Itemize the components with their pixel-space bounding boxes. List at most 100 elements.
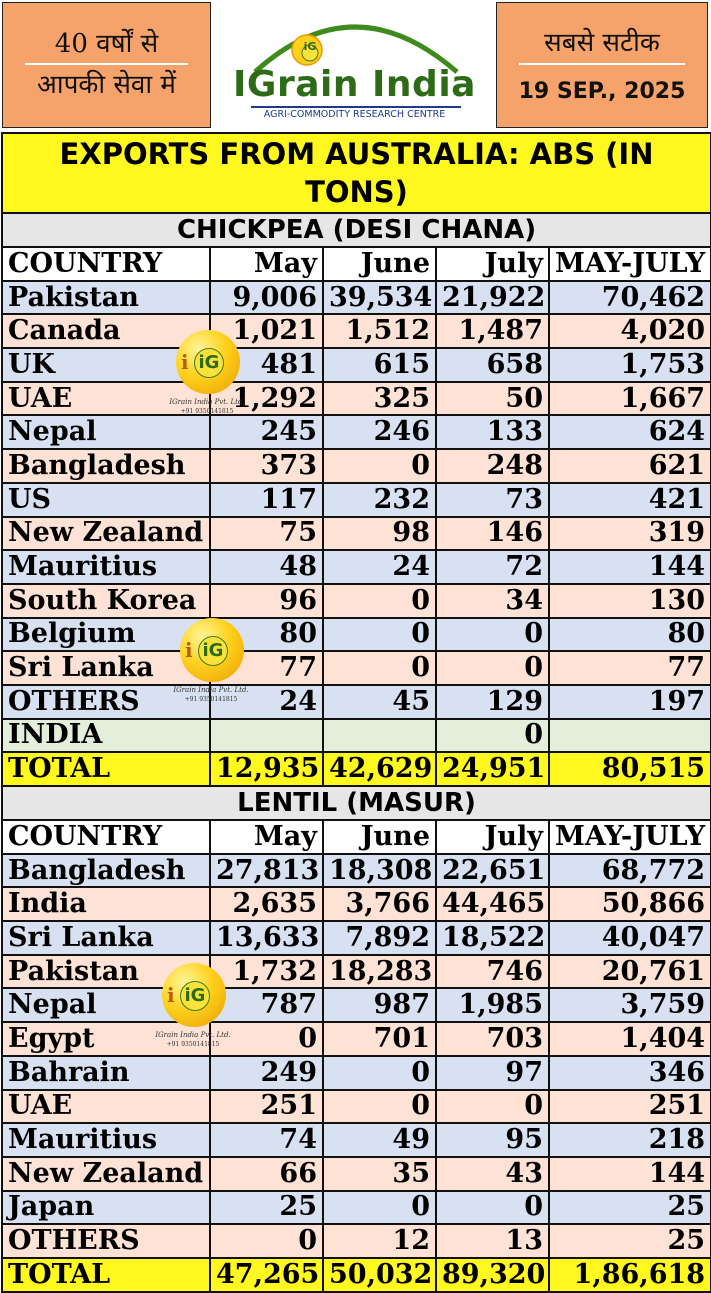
may-july-cell: 40,047 <box>547 920 711 956</box>
logo-arc-icon <box>253 24 459 74</box>
country-header: COUNTRY <box>1 246 211 282</box>
divider <box>519 63 685 65</box>
may-cell: 48 <box>209 549 324 585</box>
watermark-phone: +91 9350141815 <box>184 696 238 703</box>
table-row: US 117 232 73 421 <box>1 481 711 518</box>
country-cell: Japan <box>1 1189 211 1226</box>
june-cell: 35 <box>322 1155 437 1192</box>
july-cell: 133 <box>435 414 550 451</box>
country-cell: Pakistan <box>1 279 211 316</box>
table-row: New Zealand 75 98 146 319 <box>1 515 711 552</box>
total-label: TOTAL <box>1 1256 211 1293</box>
total-label: TOTAL <box>1 751 211 787</box>
june-cell: 0 <box>322 582 437 619</box>
july-cell: 18,522 <box>435 920 550 956</box>
watermark-company: IGrain India Pvt. Ltd. <box>169 398 245 406</box>
table-row: India 2,635 3,766 44,465 50,866 <box>1 886 711 923</box>
country-cell: Mauritius <box>1 549 211 585</box>
june-cell: 7,892 <box>322 920 437 956</box>
may-cell: 251 <box>209 1088 324 1125</box>
may-july-cell: 77 <box>547 650 711 686</box>
table-row: Nepal 245 246 133 624 <box>1 414 711 451</box>
may-july-cell: 197 <box>547 683 711 720</box>
july-cell: 746 <box>435 953 550 990</box>
may-july-cell: 80 <box>547 616 711 653</box>
country-cell: Nepal <box>1 414 211 451</box>
july-cell: 0 <box>435 616 550 653</box>
total-june: 42,629 <box>322 751 437 787</box>
may-cell: 245 <box>209 414 324 451</box>
may-header: May <box>209 246 324 282</box>
may-july-cell: 4,020 <box>547 313 711 350</box>
may-july-cell: 20,761 <box>547 953 711 990</box>
country-cell: UAE <box>1 380 211 417</box>
may-cell: 96 <box>209 582 324 619</box>
country-cell: Egypt <box>1 1021 211 1057</box>
table-row: UAE 251 0 0 251 <box>1 1088 711 1125</box>
country-cell: Bangladesh <box>1 852 211 889</box>
table-row: Pakistan 9,006 39,534 21,922 70,462 <box>1 279 711 316</box>
june-cell: 98 <box>322 515 437 552</box>
may-july-cell: 25 <box>547 1223 711 1259</box>
total-july: 89,320 <box>435 1256 550 1293</box>
may-cell: 25 <box>209 1189 324 1226</box>
watermark-logo: i iG IGrain India Pvt. Ltd. +91 935014181… <box>148 963 238 1073</box>
brand-underline <box>251 106 461 108</box>
july-cell: 0 <box>435 717 550 754</box>
divider <box>25 63 188 65</box>
brand-name: IGrain India <box>233 64 476 105</box>
table-row: Bangladesh 27,813 18,308 22,651 68,772 <box>1 852 711 889</box>
june-cell: 0 <box>322 1088 437 1125</box>
tagline-service: आपकी सेवा में <box>37 70 176 100</box>
may-cell: 74 <box>209 1122 324 1158</box>
may-july-cell: 621 <box>547 448 711 484</box>
table-row: Nepal 787 987 1,985 3,759 <box>1 987 711 1024</box>
may-july-cell: 251 <box>547 1088 711 1125</box>
july-cell: 0 <box>435 1189 550 1226</box>
country-cell: OTHERS <box>1 683 211 720</box>
june-cell: 3,766 <box>322 886 437 923</box>
june-cell: 615 <box>322 347 437 383</box>
may-july-cell: 144 <box>547 1155 711 1192</box>
country-cell: Sri Lanka <box>1 650 211 686</box>
july-cell: 43 <box>435 1155 550 1192</box>
table-row: Mauritius 74 49 95 218 <box>1 1122 711 1158</box>
may-july-cell: 1,404 <box>547 1021 711 1057</box>
june-cell: 49 <box>322 1122 437 1158</box>
table-row: UAE 1,292 325 50 1,667 <box>1 380 711 417</box>
june-cell: 0 <box>322 650 437 686</box>
july-cell: 73 <box>435 481 550 518</box>
lentil-total-row: TOTAL 47,265 50,032 89,320 1,86,618 <box>1 1256 711 1293</box>
may-july-cell: 25 <box>547 1189 711 1226</box>
chickpea-section-title: CHICKPEA (DESI CHANA) <box>0 212 711 248</box>
may-cell: 1,732 <box>209 953 324 990</box>
table-row: Mauritius 48 24 72 144 <box>1 549 711 585</box>
chickpea-total-row: TOTAL 12,935 42,629 24,951 80,515 <box>1 751 711 787</box>
july-header: July <box>435 819 550 855</box>
may-header: May <box>209 819 324 855</box>
table-row: Japan 25 0 0 25 <box>1 1189 711 1226</box>
country-cell: Bangladesh <box>1 448 211 484</box>
watermark-logo: i iG IGrain India Pvt. Ltd. +91 935014181… <box>162 330 252 440</box>
july-cell: 129 <box>435 683 550 720</box>
may-july-cell: 70,462 <box>547 279 711 316</box>
june-cell: 232 <box>322 481 437 518</box>
july-cell: 95 <box>435 1122 550 1158</box>
may-cell: 2,635 <box>209 886 324 923</box>
report-date: 19 SEP., 2025 <box>518 79 686 104</box>
may-cell: 0 <box>209 1223 324 1259</box>
country-cell: New Zealand <box>1 515 211 552</box>
total-june: 50,032 <box>322 1256 437 1293</box>
may-cell: 787 <box>209 987 324 1024</box>
june-cell: 325 <box>322 380 437 417</box>
header-right-box: सबसे सटीक 19 SEP., 2025 <box>496 2 708 128</box>
july-cell: 97 <box>435 1054 550 1091</box>
june-header: June <box>322 819 437 855</box>
country-cell: Belgium <box>1 616 211 653</box>
country-cell: New Zealand <box>1 1155 211 1192</box>
may-cell: 24 <box>209 683 324 720</box>
brand-logo: iG IGrain India AGRI-COMMODITY RESEARCH … <box>217 2 492 128</box>
may-cell: 249 <box>209 1054 324 1091</box>
july-cell: 21,922 <box>435 279 550 316</box>
june-cell: 24 <box>322 549 437 585</box>
